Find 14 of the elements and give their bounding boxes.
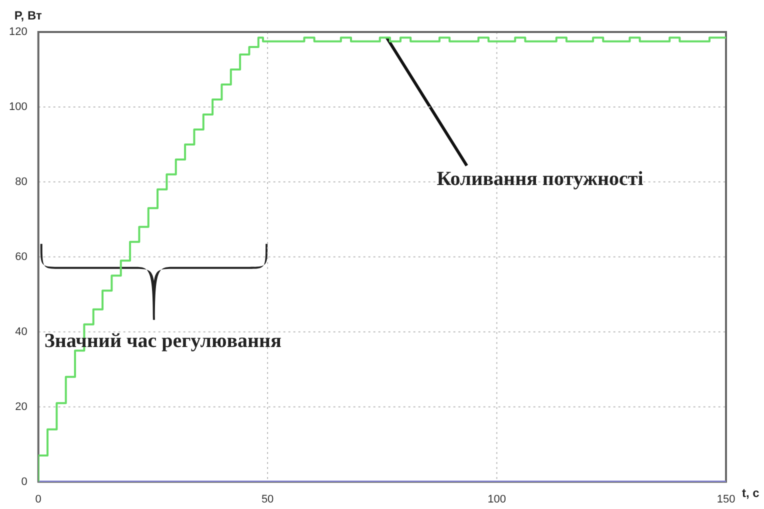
y-tick-label: 20 (15, 400, 28, 413)
y-tick-label: 40 (15, 326, 28, 338)
y-tick-label: 80 (15, 176, 28, 188)
y-tick-label: 60 (15, 250, 28, 263)
y-tick-label: 100 (8, 101, 28, 113)
x-tick-label: 100 (488, 493, 506, 506)
x-tick-label: 150 (716, 493, 736, 506)
y-tick-label: 0 (21, 476, 28, 488)
y-axis-title: P, Вт (14, 8, 42, 22)
x-tick-label: 0 (35, 493, 42, 506)
y-tick-label: 120 (8, 26, 28, 38)
x-tick-label: 50 (261, 493, 274, 506)
annotation: Коливання потужності (436, 168, 644, 190)
x-axis-title: t, c (742, 486, 760, 500)
